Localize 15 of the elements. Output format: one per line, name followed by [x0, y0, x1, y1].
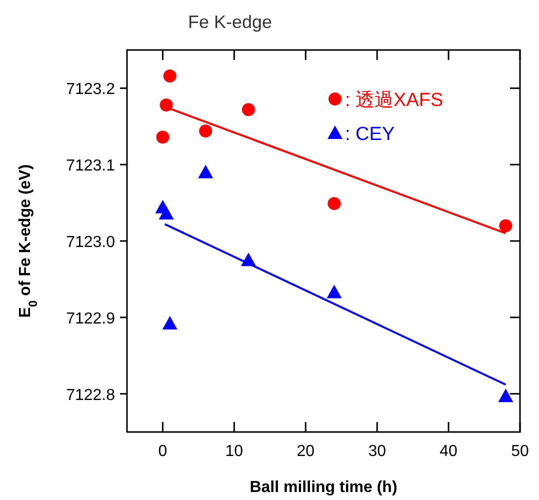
x-tick-label: 50 — [511, 443, 529, 460]
x-tick-label: 0 — [158, 443, 168, 460]
y-tick-label: 7123.2 — [66, 81, 116, 98]
x-axis-title: Ball milling time (h) — [250, 479, 398, 496]
title: Fe K-edge — [188, 12, 272, 32]
y-tick-label: 7123.1 — [66, 158, 116, 175]
y-tick-label: 7123.0 — [66, 234, 116, 251]
legend-label: : 透過XAFS — [345, 90, 444, 111]
x-tick-label: 20 — [296, 443, 315, 460]
x-tick-label: 10 — [225, 443, 244, 460]
y-tick-label: 7122.8 — [66, 386, 116, 404]
y-tick-label: 7122.9 — [66, 310, 116, 328]
legend-label: : CEY — [345, 124, 395, 145]
x-tick-label: 40 — [440, 443, 458, 460]
x-tick-label: 30 — [368, 443, 386, 460]
